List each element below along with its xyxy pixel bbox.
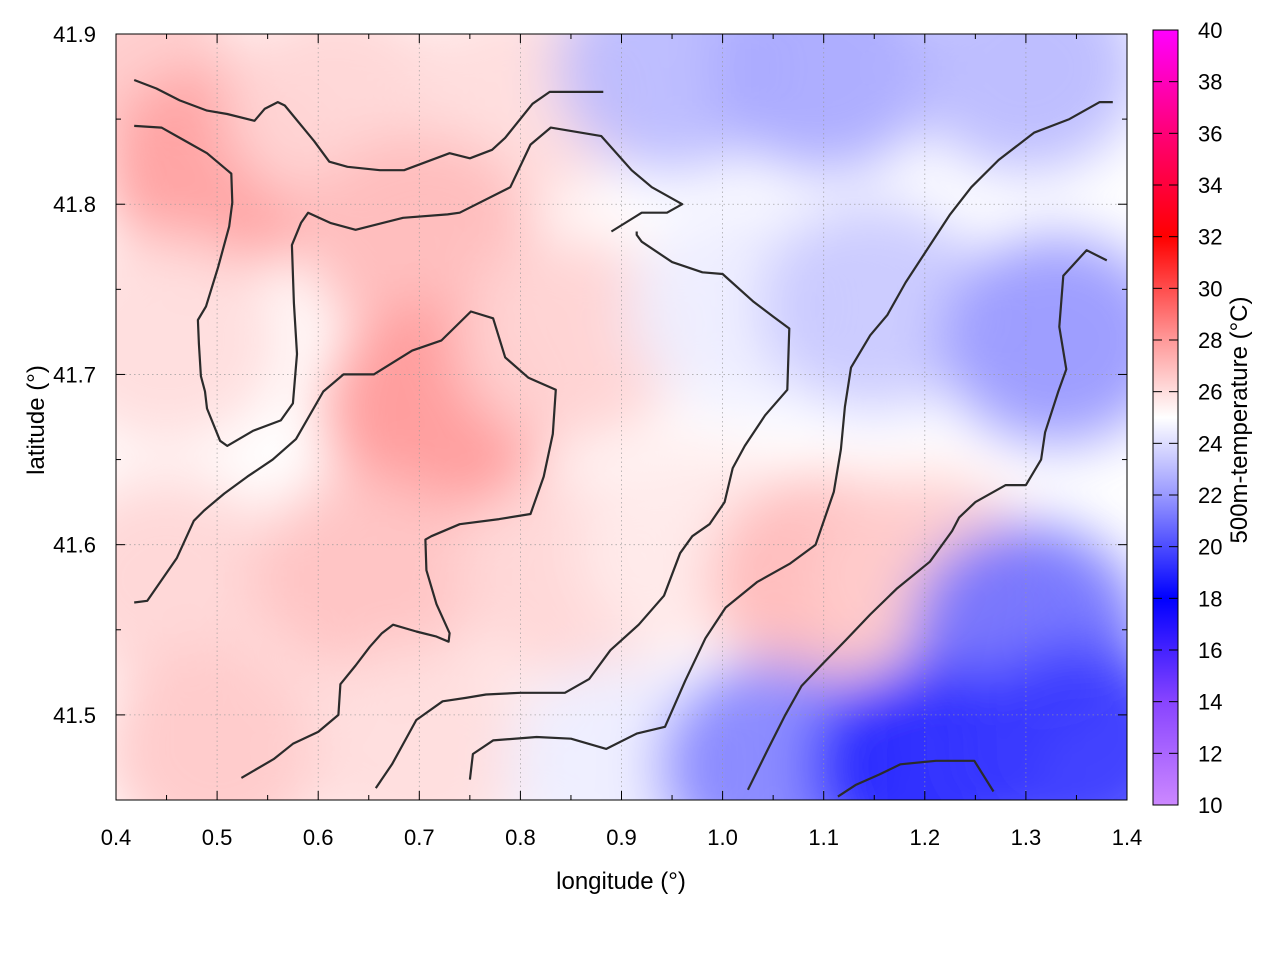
colorbar-tick-label: 22 [1198, 483, 1222, 508]
y-axis-tick-labels: 41.5 41.6 41.7 41.8 41.9 [53, 22, 96, 728]
colorbar-tick-label: 16 [1198, 638, 1222, 663]
x-tick-label: 1.0 [707, 825, 738, 850]
contour-line-3 [374, 231, 791, 789]
field-region-22 [304, 643, 535, 800]
colorbar-title: 500m-temperature (°C) [1226, 296, 1253, 543]
x-axis-title: longitude (°) [556, 868, 686, 895]
contour-lines [133, 78, 1113, 798]
colorbar-tick-label: 32 [1198, 225, 1222, 250]
x-tick-label: 1.4 [1112, 825, 1143, 850]
colorbar-tick-label: 10 [1198, 793, 1222, 818]
contour-line-0 [133, 78, 604, 172]
field-region-14 [116, 473, 282, 684]
contour-line-1 [134, 124, 684, 447]
field-region-10 [455, 235, 686, 446]
contour-line-2 [134, 310, 557, 779]
x-tick-label: 0.5 [202, 825, 233, 850]
y-tick-label: 41.7 [53, 362, 96, 387]
colorbar: 10 12 14 16 18 20 22 24 26 28 30 32 34 36 38 40 [1152, 18, 1222, 818]
y-tick-label: 41.8 [53, 192, 96, 217]
colorbar-tick-label: 14 [1198, 690, 1222, 715]
colorbar-ticks [1153, 29, 1178, 806]
colorbar-tick-labels: 10 12 14 16 18 20 22 24 26 28 30 32 34 36 38 40 [1198, 18, 1222, 818]
colorbar-tick-label: 20 [1198, 535, 1222, 560]
field-region-12 [759, 201, 990, 412]
field-region-26 [961, 643, 1127, 800]
colorbar-tick-label: 18 [1198, 586, 1222, 611]
field-region-6 [910, 34, 1127, 174]
colorbar-tick-label: 26 [1198, 380, 1222, 405]
colorbar-tick-label: 24 [1198, 431, 1222, 456]
x-tick-label: 1.1 [808, 825, 839, 850]
x-tick-label: 0.9 [606, 825, 637, 850]
contour-line-5 [746, 249, 1108, 791]
x-tick-label: 0.6 [303, 825, 334, 850]
x-tick-label: 0.4 [101, 825, 132, 850]
contour-line-4 [468, 100, 1113, 780]
colorbar-tick-label: 36 [1198, 121, 1222, 146]
y-tick-label: 41.5 [53, 703, 96, 728]
y-tick-label: 41.6 [53, 533, 96, 558]
x-tick-label: 1.2 [910, 825, 941, 850]
x-axis-tick-labels: 0.4 0.5 0.6 0.7 0.8 0.9 1.0 1.1 1.2 1.3 1.4 [101, 825, 1143, 850]
y-axis-title: latitude (°) [23, 365, 50, 475]
colorbar-tick-label: 30 [1198, 276, 1222, 301]
plot-area [116, 34, 1127, 800]
colorbar-tick-label: 40 [1198, 18, 1222, 43]
y-tick-label: 41.9 [53, 22, 96, 47]
colorbar-scale [1152, 29, 1179, 806]
field-region-5 [708, 34, 939, 174]
field-region-7 [116, 235, 282, 446]
colorbar-tick-label: 38 [1198, 70, 1222, 95]
x-tick-label: 0.8 [505, 825, 536, 850]
field-region-15 [253, 473, 484, 684]
axis-ticks [115, 33, 1128, 801]
x-tick-label: 1.3 [1011, 825, 1042, 850]
contour-line-6 [837, 759, 995, 798]
temperature-field [116, 34, 1127, 800]
colorbar-tick-label: 34 [1198, 173, 1222, 198]
field-region-13 [941, 235, 1127, 446]
field-region-21 [116, 643, 333, 800]
colorbar-tick-label: 28 [1198, 328, 1222, 353]
colorbar-tick-label: 12 [1198, 741, 1222, 766]
x-tick-label: 0.7 [404, 825, 435, 850]
